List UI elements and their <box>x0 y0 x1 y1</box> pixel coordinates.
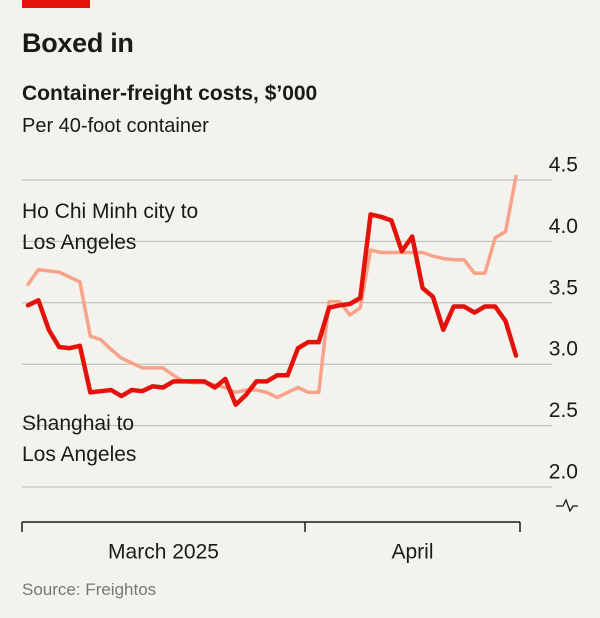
y-tick-label: 2.5 <box>549 399 578 422</box>
series-label: Shanghai to Los Angeles <box>22 412 137 466</box>
series-line <box>26 174 518 400</box>
axis-break <box>556 498 578 513</box>
series-label: Ho Chi Minh city to Los Angeles <box>22 200 199 254</box>
y-tick-label: 4.0 <box>549 215 578 238</box>
x-tick-label: April <box>391 541 433 564</box>
y-tick-label: 3.5 <box>549 276 578 299</box>
y-tick-label: 3.0 <box>549 338 578 361</box>
chart-description: Per 40-foot container <box>22 115 209 137</box>
chart-title: Boxed in <box>22 28 134 58</box>
series-line <box>25 212 519 407</box>
y-tick-label: 2.0 <box>549 461 578 484</box>
y-tick-label: 4.5 <box>549 154 578 177</box>
red-tag <box>22 0 90 8</box>
source-note: Source: Freightos <box>22 580 157 599</box>
chart-subtitle: Container-freight costs, $’000 <box>22 82 318 105</box>
x-tick-label: March 2025 <box>108 541 219 564</box>
